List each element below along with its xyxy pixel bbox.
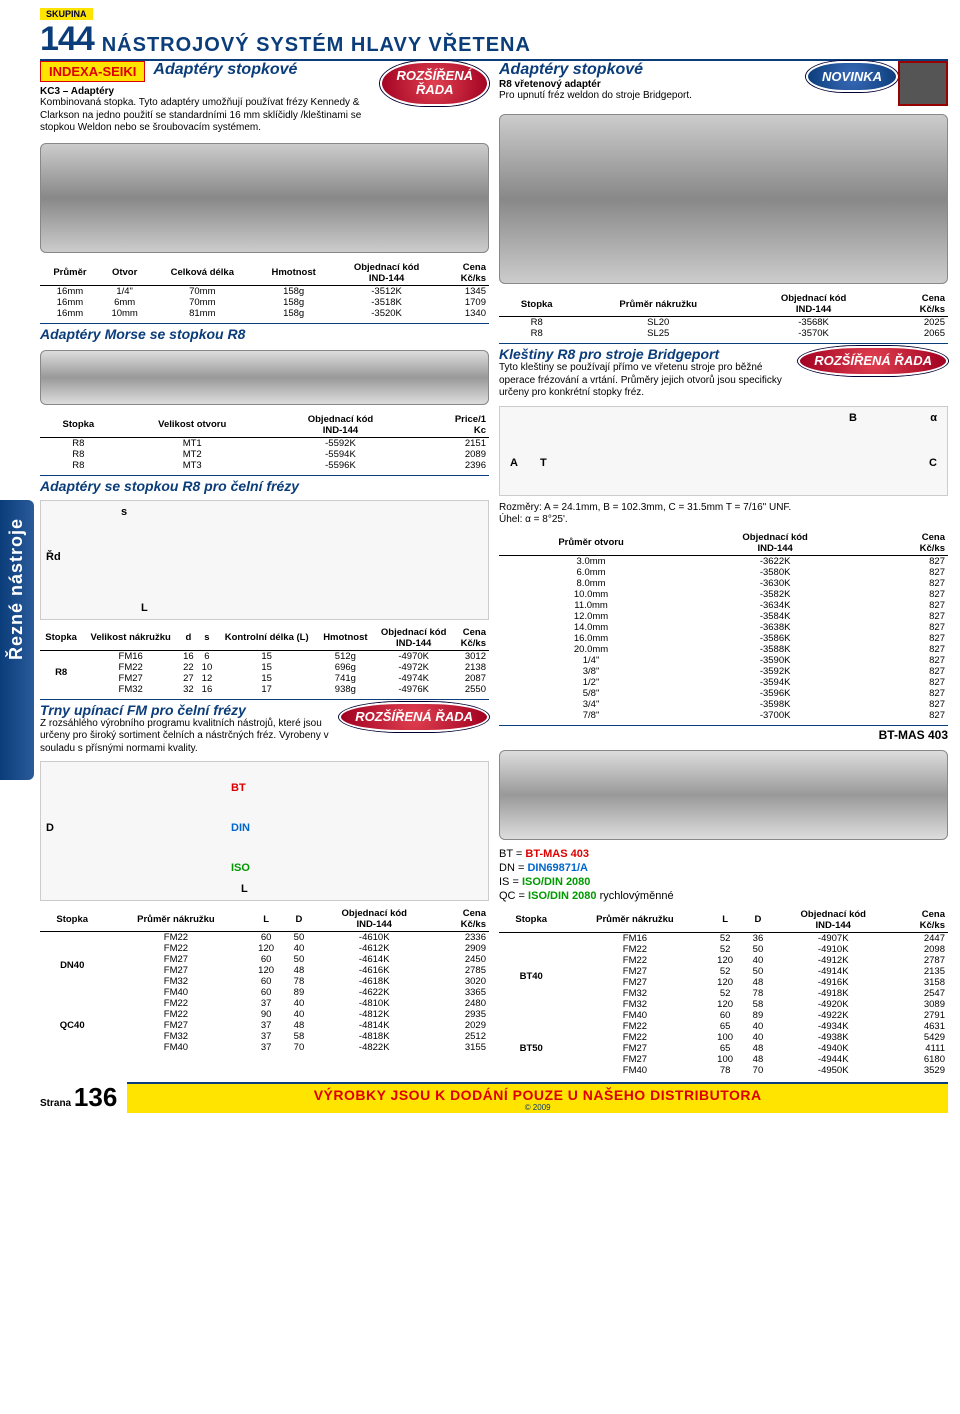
footer-banner: VÝROBKY JSOU K DODÁNÍ POUZE U NAŠEHO DIS… bbox=[127, 1087, 948, 1103]
header-block: SKUPINA 144 NÁSTROJOVÝ SYSTÉM HLAVY VŘET… bbox=[40, 8, 948, 61]
brand-badge: INDEXA-SEIKI bbox=[40, 61, 145, 82]
section-desc: Z rozsáhlého výrobního programu kvalitní… bbox=[40, 718, 339, 756]
angle-note: Úhel: α = 8°25'. bbox=[499, 514, 948, 527]
product-image bbox=[40, 143, 489, 253]
btmas-label: BT-MAS 403 bbox=[499, 725, 948, 742]
legend-bt: BT = BT-MAS 403 bbox=[499, 848, 948, 860]
group-label: SKUPINA bbox=[40, 8, 93, 20]
section-title: Adaptéry stopkové bbox=[499, 61, 806, 79]
page-label: Strana bbox=[40, 1098, 71, 1109]
table-r8-adapter: StopkaPrůměr nákružkuObjednací kódIND-14… bbox=[499, 292, 948, 339]
technical-diagram: s Řd L bbox=[40, 500, 489, 620]
section-desc: Kombinovaná stopka. Tyto adaptéry umožňu… bbox=[40, 97, 380, 135]
legend-dn: DN = DIN69871/A bbox=[499, 862, 948, 874]
page-footer: Strana 136 VÝROBKY JSOU K DODÁNÍ POUZE U… bbox=[40, 1082, 948, 1113]
legend-is: IS = ISO/DIN 2080 bbox=[499, 876, 948, 888]
sidebar-label: Řezné nástroje bbox=[0, 500, 33, 678]
section-subtitle: KC3 – Adaptéry bbox=[40, 86, 380, 97]
table-celni: StopkaVelikost nákružkudsKontrolní délka… bbox=[40, 626, 489, 695]
table-bt: StopkaPrůměr nákružkuLDObjednací kódIND-… bbox=[499, 908, 948, 1076]
group-number: 144 bbox=[40, 20, 94, 59]
table-kc3: PrůměrOtvorCelková délkaHmotnostObjednac… bbox=[40, 261, 489, 319]
production-icon bbox=[898, 61, 948, 106]
legend-qc: QC = ISO/DIN 2080 rychlovýměnné bbox=[499, 890, 948, 902]
product-image bbox=[40, 350, 489, 405]
table-dn-qc: StopkaPrůměr nákružkuLDObjednací kódIND-… bbox=[40, 907, 489, 1053]
section-title-trny: Trny upínací FM pro čelní frézy bbox=[40, 702, 339, 718]
section-title-morse: Adaptéry Morse se stopkou R8 bbox=[40, 323, 489, 342]
technical-diagram: D L BT DIN ISO bbox=[40, 761, 489, 901]
table-morse: StopkaVelikost otvoruObjednací kódIND-14… bbox=[40, 413, 489, 471]
section-desc: Pro upnutí fréz weldon do stroje Bridgep… bbox=[499, 90, 806, 103]
sidebar-tab: Řezné nástroje bbox=[0, 500, 34, 780]
extended-range-badge: ROZŠÍŘENÁ ŘADA bbox=[339, 702, 489, 732]
section-desc: Tyto kleštiny se používají přímo ve vřet… bbox=[499, 362, 798, 400]
extended-range-badge: ROZŠÍŘENÁ ŘADA bbox=[798, 346, 948, 376]
section-title-celni: Adaptéry se stopkou R8 pro čelní frézy bbox=[40, 475, 489, 494]
section-title-klestiny: Kleštiny R8 pro stroje Bridgeport bbox=[499, 346, 798, 362]
new-badge: NOVINKA bbox=[806, 61, 898, 92]
page-title: NÁSTROJOVÝ SYSTÉM HLAVY VŘETENA bbox=[102, 34, 531, 59]
table-klestiny: Průměr otvoruObjednací kódIND-144CenaKč/… bbox=[499, 531, 948, 721]
product-image bbox=[499, 750, 948, 840]
product-image bbox=[499, 114, 948, 284]
section-subtitle: R8 vřetenový adaptér bbox=[499, 79, 806, 90]
footer-year: © 2009 bbox=[127, 1103, 948, 1112]
section-title: Adaptéry stopkové bbox=[153, 61, 297, 79]
page-number: 136 bbox=[74, 1082, 117, 1112]
extended-range-badge: ROZŠÍŘENÁ ŘADA bbox=[380, 61, 489, 106]
technical-diagram: B α A T C bbox=[499, 406, 948, 496]
dimensions-note: Rozměry: A = 24.1mm, B = 102.3mm, C = 31… bbox=[499, 502, 948, 515]
